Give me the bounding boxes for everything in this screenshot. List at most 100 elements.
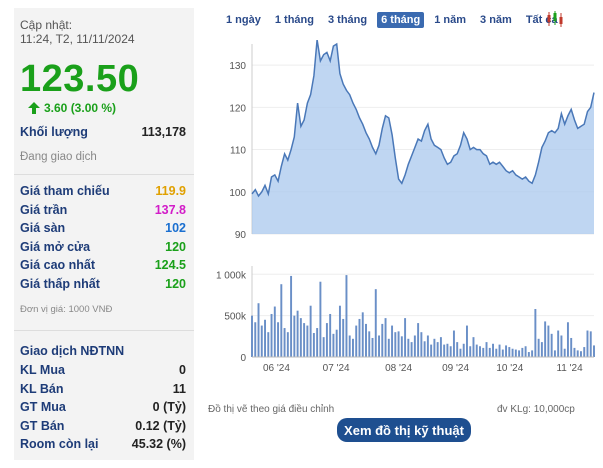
volume-label: Khối lượng (20, 125, 88, 139)
volume-bar (449, 346, 452, 357)
volume-bar (420, 332, 423, 357)
up-arrow-icon (28, 102, 40, 114)
volume-bar (466, 325, 468, 357)
volume-bar (436, 342, 439, 357)
volume-bar (254, 322, 257, 357)
volume-bar (475, 344, 478, 357)
technical-chart-button[interactable]: Xem đồ thị kỹ thuật (337, 418, 471, 442)
volume-bar (335, 329, 338, 357)
volume-bar (443, 344, 446, 357)
volume-bar (251, 315, 253, 357)
volume-value: 113,178 (141, 125, 187, 139)
tab-period[interactable]: 6 tháng (377, 12, 425, 28)
unit-note: Đơn vị giá: 1000 VNĐ (20, 304, 113, 315)
foreign-label: Room còn lại (20, 437, 99, 451)
volume-bar (319, 281, 322, 357)
volume-bar (355, 325, 358, 357)
volume-bar (566, 322, 569, 357)
volume-bar (299, 318, 302, 357)
volume-bar (580, 351, 582, 357)
volume-bar (563, 348, 566, 357)
volume-bar (508, 347, 511, 357)
volume-bar (534, 309, 537, 357)
stat-label: Giá thấp nhất (20, 276, 100, 291)
volume-row: Khối lượng 113,178 (20, 125, 186, 139)
foreign-value: 45.32 (%) (131, 437, 186, 451)
foreign-value: 11 (172, 381, 186, 396)
foreign-row: KL Mua 0 (20, 363, 186, 377)
volume-bar (540, 342, 543, 357)
chart-footnote-left: Đồ thị vẽ theo giá điều chỉnh (208, 404, 335, 415)
foreign-value: 0 (Tỷ) (152, 400, 186, 414)
volume-bar (348, 335, 351, 357)
trading-status: Đang giao dịch (20, 151, 97, 163)
tab-period[interactable]: 1 ngày (226, 14, 261, 26)
tab-period[interactable]: 3 tháng (327, 14, 368, 26)
volume-bar (391, 325, 394, 357)
stat-row: Giá thấp nhất 120 (20, 277, 186, 291)
volume-bar (260, 325, 263, 357)
volume-bar (394, 332, 397, 357)
chart-footnote-right: đv KLg: 10,000cp (497, 404, 575, 415)
volume-bar (361, 312, 364, 357)
volume-bar (446, 343, 449, 357)
volume-bar (452, 330, 455, 357)
foreign-row: GT Bán 0.12 (Tỷ) (20, 419, 186, 433)
volume-bar (501, 349, 504, 357)
volume-bar (273, 306, 276, 357)
stat-value: 137.8 (154, 202, 186, 217)
volume-bar (426, 335, 429, 357)
price-tick-label: 100 (229, 188, 246, 199)
volume-bar (505, 345, 508, 357)
volume-bar (413, 335, 416, 357)
stat-value: 120 (165, 239, 186, 254)
volume-bar (547, 325, 550, 357)
tab-period[interactable]: 1 tháng (274, 14, 314, 26)
stat-label: Giá tham chiếu (20, 184, 110, 198)
volume-tick-label: 0 (240, 353, 246, 364)
volume-bar (553, 350, 556, 357)
volume-bar (514, 349, 517, 357)
volume-bar (387, 338, 390, 357)
candlestick-icon[interactable] (546, 10, 564, 28)
volume-bar (280, 284, 283, 357)
volume-bar (518, 350, 521, 357)
tab-period[interactable]: 1 năm (434, 14, 467, 26)
volume-bar (322, 337, 325, 357)
foreign-title-row: Giao dịch NĐTNN (20, 344, 186, 358)
price-tick-label: 120 (229, 103, 246, 114)
price-tick-label: 110 (230, 146, 246, 157)
volume-bar (537, 338, 540, 357)
stat-label: Giá sàn (20, 221, 66, 235)
x-tick-label: 10 '24 (496, 363, 523, 374)
foreign-row: KL Bán 11 (20, 382, 186, 396)
stat-value: 120 (165, 276, 186, 291)
volume-bar (456, 342, 459, 357)
volume-bar (277, 322, 280, 357)
volume-bar (544, 321, 547, 357)
volume-bar (570, 337, 573, 357)
volume-bar (381, 323, 384, 357)
divider (14, 330, 194, 331)
volume-bar (283, 328, 286, 357)
volume-bar (293, 315, 296, 357)
volume-bar (270, 313, 273, 357)
volume-tick-label: 500k (224, 312, 247, 323)
volume-bar (384, 318, 387, 357)
volume-bar (527, 352, 530, 357)
stat-row: Giá trần 137.8 (20, 203, 186, 217)
divider (14, 174, 194, 175)
foreign-value: 0 (179, 363, 186, 377)
tab-period[interactable]: 3 năm (480, 14, 512, 26)
volume-bar (400, 336, 403, 357)
x-tick-label: 08 '24 (385, 363, 412, 374)
price-tick-label: 130 (229, 61, 246, 72)
volume-bar (358, 318, 361, 357)
volume-bar (511, 348, 514, 357)
price-change-value: 3.60 (3.00 %) (44, 101, 117, 115)
volume-bar (338, 305, 341, 357)
volume-bar (492, 343, 494, 357)
volume-bar (378, 335, 380, 357)
quote-panel: Cập nhật: 11:24, T2, 11/11/2024 123.50 3… (14, 8, 194, 460)
volume-bar (498, 344, 501, 357)
